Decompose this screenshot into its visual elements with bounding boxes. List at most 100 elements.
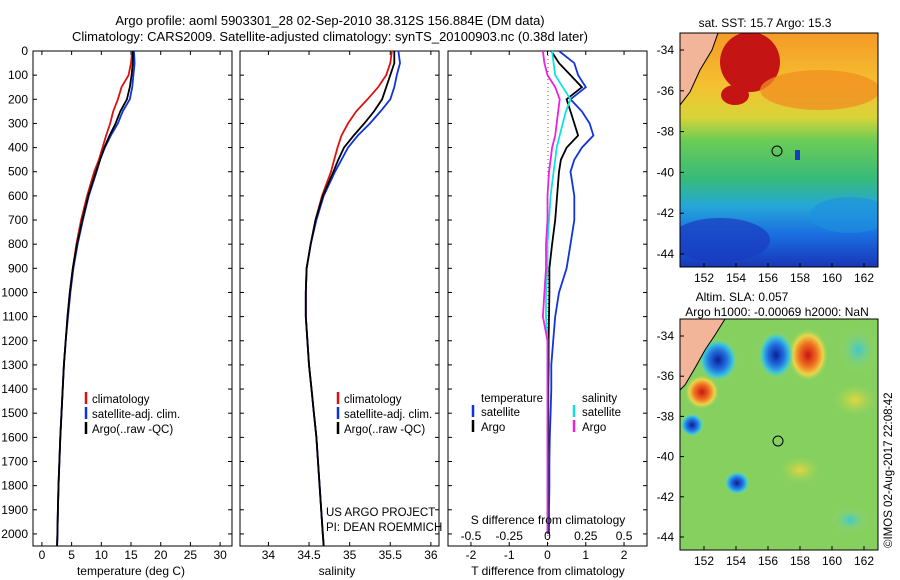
series-line-argo (56, 51, 134, 547)
x-tick-label: 35.5 (379, 548, 403, 562)
figure-title-line1: Argo profile: aoml 5903301_28 02-Sep-201… (115, 13, 544, 28)
temperature-y-tick-marks (33, 50, 232, 535)
sst-warm-tongue (721, 85, 749, 105)
depth-tick-label: 1700 (1, 454, 28, 468)
x-tick-label: 35 (343, 548, 357, 562)
lat-tick-label: -36 (657, 84, 675, 98)
lon-tick-label: 154 (726, 554, 746, 568)
lon-tick-label: 162 (854, 271, 874, 285)
depth-tick-label: 900 (8, 261, 28, 275)
sla-map-title-line1: Altim. SLA: 0.057 (696, 290, 789, 304)
series-line-argo (304, 51, 396, 547)
depth-tick-label: 100 (8, 68, 28, 82)
salinity-x-ticks: 34 34.5 35 35.5 36 (262, 51, 438, 562)
s-difference-ticks: -0.5 -0.25 0 0.25 0.5 (461, 529, 633, 543)
salinity-panel: 34 34.5 35 35.5 36 salinity climatology sate… (239, 50, 442, 578)
sst-lon-ticks: 152 154 156 158 160 162 (694, 263, 874, 285)
lon-tick-label: 160 (822, 554, 842, 568)
lon-tick-label: 162 (854, 554, 874, 568)
x-tick-label: -1 (504, 548, 515, 562)
difference-y-tick-marks (448, 50, 647, 535)
depth-tick-label: 0 (21, 44, 28, 58)
depth-tick-label: 1500 (1, 406, 28, 420)
x-tick-label: 34.5 (297, 548, 321, 562)
legend-label-satellite: satellite-adj. clim. (92, 409, 180, 421)
difference-x-ticks: -2 -1 0 1 2 (466, 51, 628, 562)
sla-map-title-line2: Argo h1000: -0.00069 h2000: NaN (685, 305, 868, 319)
depth-tick-label: 200 (8, 92, 28, 106)
legend-label-argo: Argo(..raw -QC) (344, 424, 425, 436)
x-tick-label: 10 (95, 548, 109, 562)
legend-head-salinity: salinity (582, 393, 617, 405)
temperature-x-label: temperature (deg C) (77, 564, 185, 578)
x-tick-label: 0 (39, 548, 46, 562)
series-line-t-satellite (548, 50, 595, 534)
difference-series (541, 50, 595, 534)
lat-tick-label: -36 (657, 369, 675, 383)
sst-map-frame (679, 32, 879, 268)
sla-argo-position (772, 435, 784, 447)
x-tick-label: 15 (124, 548, 138, 562)
depth-tick-label: 1600 (1, 430, 28, 444)
legend-label-t-satellite: satellite (481, 407, 520, 419)
depth-tick-label: 1800 (1, 479, 28, 493)
lat-tick-label: -42 (657, 206, 675, 220)
sst-cold-patch (680, 218, 770, 262)
t-difference-label: T difference from climatology (471, 564, 625, 578)
legend-label-s-satellite: satellite (582, 407, 621, 419)
sla-yellow-blob (833, 384, 877, 416)
lon-tick-label: 156 (758, 271, 778, 285)
depth-tick-label: 1900 (1, 503, 28, 517)
sla-map: Altim. SLA: 0.057 Argo h1000: -0.00069 h… (657, 290, 879, 568)
x2-tick-label: 0.5 (616, 529, 633, 543)
lon-tick-label: 156 (758, 554, 778, 568)
salinity-x-label: salinity (319, 564, 356, 578)
sla-low-west (680, 413, 704, 437)
credit-pi: PI: DEAN ROEMMICH (326, 522, 442, 534)
s-difference-label: S difference from climatology (471, 513, 626, 527)
x-tick-label: 25 (184, 548, 198, 562)
legend-label-climatology: climatology (344, 394, 402, 406)
depth-tick-label: 1100 (2, 310, 28, 324)
temperature-panel: 0 5 10 15 20 25 30 temperature (deg C) climato… (32, 50, 233, 578)
lon-tick-label: 152 (694, 554, 714, 568)
difference-legend: temperature salinity satellite Argo sate… (471, 393, 621, 434)
sla-coast (680, 319, 726, 391)
figure-title-line2: Climatology: CARS2009. Satellite-adjuste… (72, 29, 588, 44)
salinity-series (304, 50, 401, 547)
lon-tick-label: 158 (790, 554, 810, 568)
sla-yellow-blob-2 (780, 456, 820, 484)
depth-tick-label: 500 (8, 165, 28, 179)
lat-tick-label: -42 (657, 490, 675, 504)
legend-label-climatology: climatology (92, 394, 150, 406)
difference-panel: -2 -1 0 1 2 S difference from climatology -0… (447, 50, 648, 578)
lat-tick-label: -38 (657, 125, 675, 139)
depth-tick-label: 1200 (1, 334, 28, 348)
x-tick-label: -2 (466, 548, 477, 562)
sst-cool-patch (810, 197, 878, 233)
depth-tick-label: 700 (8, 213, 28, 227)
lon-tick-label: 160 (822, 271, 842, 285)
sst-argo-position (771, 145, 783, 157)
credit-project: US ARGO PROJECT (326, 507, 435, 519)
sla-high-west (685, 375, 719, 409)
sla-low-centre (758, 331, 794, 379)
depth-tick-label: 2000 (1, 527, 28, 541)
sst-coast (680, 33, 719, 106)
x-tick-label: 36 (424, 548, 438, 562)
sla-lon-ticks: 152 154 156 158 160 162 (694, 546, 874, 568)
x-tick-label: 34 (262, 548, 276, 562)
sst-orange-band (760, 70, 878, 110)
temperature-series (56, 50, 136, 547)
x-tick-label: 0 (544, 548, 551, 562)
lat-tick-label: -34 (657, 329, 675, 343)
sst-anomaly-spot (795, 150, 800, 160)
sla-lat-ticks: -34 -36 -38 -40 -42 -44 (657, 329, 684, 544)
lat-tick-label: -34 (657, 43, 675, 57)
depth-tick-label: 600 (8, 189, 28, 203)
x2-tick-label: 0.25 (574, 529, 598, 543)
salinity-axes-box (239, 50, 440, 547)
sla-low-east (838, 326, 878, 374)
lat-tick-label: -40 (657, 450, 675, 464)
